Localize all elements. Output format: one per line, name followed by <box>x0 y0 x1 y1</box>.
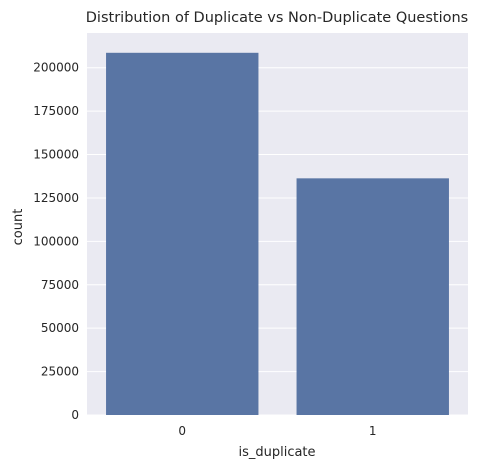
y-tick-label: 125000 <box>33 191 79 205</box>
y-tick-label: 175000 <box>33 104 79 118</box>
y-axis-label: count <box>11 209 26 246</box>
x-tick-label: 0 <box>178 424 186 438</box>
bar-0 <box>106 52 259 415</box>
bars <box>106 52 449 415</box>
y-axis-ticks: 0 25000 50000 75000 100000 125000 150000 175000… <box>33 61 79 422</box>
y-tick-label: 100000 <box>33 234 79 248</box>
y-tick-label: 25000 <box>41 365 79 379</box>
x-axis-label: is_duplicate <box>238 445 315 460</box>
y-tick-label: 75000 <box>41 278 79 292</box>
y-tick-label: 50000 <box>41 321 79 335</box>
chart-title: Distribution of Duplicate vs Non-Duplica… <box>86 10 468 26</box>
bar-1 <box>296 178 449 415</box>
x-tick-label: 1 <box>369 424 377 438</box>
y-tick-label: 200000 <box>33 61 79 75</box>
y-tick-label: 150000 <box>33 148 79 162</box>
y-tick-label: 0 <box>71 408 79 422</box>
